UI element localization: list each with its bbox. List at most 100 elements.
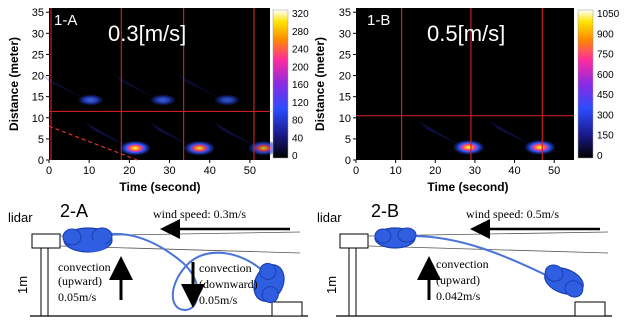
x-axis-ticks: 0 10 20 30 40 50 [46,160,256,177]
heatmap-plot-area [49,8,270,160]
x-tick-label: 10 [390,165,402,177]
colorbar [272,9,289,159]
heatmap-blobs [418,121,556,156]
y-tick-label: 25 [32,49,44,61]
heatmap-plot-area [356,8,574,160]
intensity-blob [116,140,151,157]
cloud-aerosol [544,264,584,298]
x-axis-label: Time (second) [427,180,508,194]
colorbar-tick-label: 450 [597,90,614,101]
speed-label: 0.5[m/s] [427,21,505,46]
panel-label: 2-A [60,201,88,221]
wind-speed-label: wind speed: 0.5m/s [466,207,559,221]
y-axis-label: Distance (meter) [313,37,327,131]
colorbar-ticks: 0 40 80 120 160 200 240 280 320 [292,9,309,162]
y-tick-label: 0 [38,155,44,167]
y-tick-label: 15 [339,92,351,104]
convection-path [411,235,553,279]
colorbar-ticks: 0 150 300 450 600 750 900 1050 [597,9,620,162]
colorbar [577,9,594,159]
y-tick-label: 25 [339,49,351,61]
x-axis-ticks: 0 10 20 30 40 50 [353,160,560,177]
colorbar-tick-label: 160 [292,80,309,91]
convection-up-line3: 0.042m/s [436,289,481,303]
cloud-aerosol [62,227,113,253]
colorbar-tick-label: 900 [597,29,614,40]
colorbar-tick-label: 0 [292,151,298,162]
colorbar-tick-label: 120 [292,98,309,109]
convection-down-line2: (downward) [199,277,258,291]
y-tick-label: 30 [32,28,44,40]
panel-label: 2-B [371,201,399,221]
x-tick-label: 20 [429,165,441,177]
y-tick-label: 35 [339,7,351,19]
y-tick-label: 5 [38,134,44,146]
convection-down-line3: 0.05m/s [199,293,238,307]
convection-up-line2: (upward) [436,273,480,287]
convection-up-line3: 0.05m/s [58,290,97,304]
colorbar-tick-label: 320 [292,9,309,20]
speed-label: 0.3[m/s] [108,21,186,46]
guide-dashed-line [48,125,138,161]
convection-up-line2: (upward) [58,274,102,288]
convection-loop-path [109,232,263,312]
intensity-blob [180,140,215,157]
y-tick-label: 5 [345,134,351,146]
x-tick-label: 0 [353,165,359,177]
cloud-aerosol [374,227,417,249]
x-tick-label: 10 [83,165,95,177]
y-tick-label: 15 [32,92,44,104]
colorbar-tick-label: 0 [597,151,603,162]
lidar-box [31,233,61,249]
colorbar-tick-label: 600 [597,70,614,81]
colorbar-tick-label: 280 [292,27,309,38]
colorbar-tick-label: 80 [292,116,304,127]
heatmap-guides [356,8,574,160]
diagram-2B: 2-B lidar 1m wind speed: 0.5m/s convecti… [317,201,612,317]
y-tick-label: 20 [32,71,44,83]
y-tick-label: 35 [32,7,44,19]
intensity-blob [75,94,104,107]
x-tick-label: 40 [204,165,216,177]
intensity-blob [449,139,484,156]
colorbar-tick-label: 1050 [597,9,620,20]
y-tick-label: 0 [345,155,351,167]
x-tick-label: 50 [244,165,256,177]
x-tick-label: 0 [46,165,52,177]
target-box [574,301,606,317]
lidar-label: lidar [8,210,33,225]
x-axis-label: Time (second) [119,180,200,194]
intensity-blob [147,94,176,107]
intensity-blob [521,139,556,156]
y-tick-label: 10 [32,113,44,125]
y-tick-label: 10 [339,113,351,125]
x-tick-label: 30 [469,165,481,177]
target-box [271,301,303,317]
y-axis-ticks: 0 5 10 15 20 25 30 35 [32,7,49,167]
x-tick-label: 50 [548,165,560,177]
height-label: 1m [15,276,30,294]
heatmap-guides [48,8,270,161]
x-tick-label: 30 [163,165,175,177]
height-label: 1m [324,276,339,294]
colorbar-tick-label: 240 [292,45,309,56]
lidar-label: lidar [317,210,342,225]
convection-up-line1: convection [436,257,489,271]
colorbar-tick-label: 150 [597,131,614,142]
lidar-box [339,233,369,249]
diagram-2A: 2-A lidar 1m wind speed: 0.3m/s convecti… [8,201,308,317]
colorbar-tick-label: 200 [292,62,309,73]
y-tick-label: 30 [339,28,351,40]
x-tick-label: 20 [123,165,135,177]
panel-label: 1-B [367,12,390,29]
colorbar-tick-label: 750 [597,50,614,61]
colorbar-tick-label: 40 [292,133,304,144]
intensity-blob [211,94,240,107]
colorbar-tick-label: 300 [597,110,614,121]
convection-up-line1: convection [58,260,111,274]
panel-label: 1-A [54,12,77,29]
cloud-aerosol [253,262,285,304]
